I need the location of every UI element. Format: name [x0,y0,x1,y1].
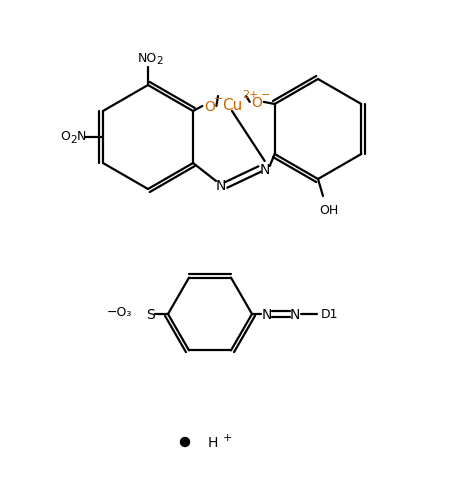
Text: +: + [222,432,232,442]
Text: O: O [251,96,262,109]
Circle shape [181,438,189,446]
Text: N: N [290,307,300,321]
Text: H: H [208,435,218,449]
Text: O: O [60,130,70,143]
Text: NO: NO [137,51,157,64]
Text: −: − [214,94,223,104]
Text: 2: 2 [157,56,163,66]
Text: 2+: 2+ [242,90,258,100]
Text: S: S [146,307,154,321]
Text: N: N [262,307,272,321]
Text: Cu: Cu [222,97,242,112]
Text: OH: OH [319,203,339,216]
Text: D1: D1 [321,308,339,321]
Text: O: O [204,100,215,114]
Text: N: N [76,130,86,143]
Text: N: N [259,163,270,177]
Text: −O₃: −O₃ [106,306,132,319]
Text: 2: 2 [71,135,77,144]
Text: −: − [261,90,270,100]
Text: N: N [216,179,226,192]
